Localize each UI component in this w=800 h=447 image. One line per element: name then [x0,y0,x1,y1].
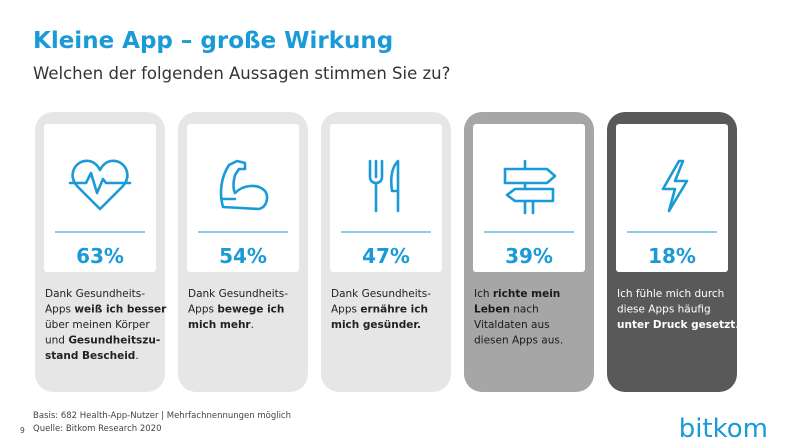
page-number: 9 [20,426,25,435]
card-text: Apps [331,304,360,316]
card-text: Dank Gesundheits- [188,288,288,300]
card: 39% Ich richte mein Leben nach Vitaldaten a… [464,112,594,392]
cards: 63% Dank Gesundheits- Apps weiß ich besser… [35,112,739,392]
card-text-line: Apps ernähre ich [331,304,428,316]
logo: bitkom [679,414,768,444]
card-text-line: unter Druck gesetzt. [617,319,739,331]
card-text-line: mich gesünder. [331,319,421,331]
percent: 63% [76,244,124,268]
card-top [330,124,442,272]
card: 54% Dank Gesundheits- Apps bewege ich mich … [178,112,308,392]
card-text-line: diese Apps häufig [617,304,711,316]
card-text-line: über meinen Körper [45,319,150,331]
percent: 18% [648,244,696,268]
card-text: . [251,319,254,331]
card-text-line: diesen Apps aus. [474,335,563,347]
card-top [44,124,156,272]
card-text: mich gesünder. [331,319,421,331]
card-text-line: Vitaldaten aus [474,319,550,331]
card-text: und [45,335,68,347]
card-text: Dank Gesundheits- [331,288,431,300]
title: Kleine App – große Wirkung [33,28,393,54]
icons [68,159,689,215]
card-text-line: Dank Gesundheits- [45,288,145,300]
card-text-line: Ich richte mein [474,288,560,300]
card-text: Dank Gesundheits- [45,288,145,300]
percent: 54% [219,244,267,268]
card-text-line: Dank Gesundheits- [331,288,431,300]
card-text: weiß ich besser [74,304,167,316]
card-text: Leben [474,304,510,316]
card-text-line: Apps weiß ich besser [45,304,167,316]
card-text: bewege ich [217,304,284,316]
card: 63% Dank Gesundheits- Apps weiß ich besser… [35,112,167,392]
card: 47% Dank Gesundheits- Apps ernähre ich mich… [321,112,451,392]
card-text: Ich fühle mich durch [617,288,724,300]
cutlery-icon [368,159,400,213]
card-text: unter Druck gesetzt. [617,319,739,331]
card-text: Gesundheitszu- [68,335,160,347]
card-text: diese Apps häufig [617,304,711,316]
card: 18% Ich fühle mich durch diese Apps häufig… [607,112,739,392]
source-note: Quelle: Bitkom Research 2020 [33,424,161,434]
percent: 39% [505,244,553,268]
card-text-line: mich mehr. [188,319,254,331]
heart-icon [68,159,132,211]
signpost-icon [503,159,557,215]
card-top [187,124,299,272]
percent: 47% [362,244,410,268]
card-text: Vitaldaten aus [474,319,550,331]
card-text: Apps [45,304,74,316]
card-text: diesen Apps aus. [474,335,563,347]
card-text: richte mein [493,288,560,300]
card-text: stand Bescheid [45,350,135,362]
card-text-line: stand Bescheid. [45,350,139,362]
card-top [473,124,585,272]
arm-icon [219,159,269,211]
card-text-line: Leben nach [474,304,539,316]
card-text: ernähre ich [360,304,428,316]
subtitle: Welchen der folgenden Aussagen stimmen S… [33,64,450,83]
card-text-line: Dank Gesundheits- [188,288,288,300]
card-text-line: Ich fühle mich durch [617,288,724,300]
card-text: über meinen Körper [45,319,150,331]
card-text-line: Apps bewege ich [188,304,284,316]
lightning-icon [661,159,689,213]
card-text: nach [510,304,539,316]
basis-note: Basis: 682 Health-App-Nutzer | Mehrfachn… [33,411,291,421]
card-text: . [135,350,138,362]
card-text: Apps [188,304,217,316]
card-text: mich mehr [188,319,251,331]
card-text-line: und Gesundheitszu- [45,335,160,347]
card-text: Ich [474,288,493,300]
